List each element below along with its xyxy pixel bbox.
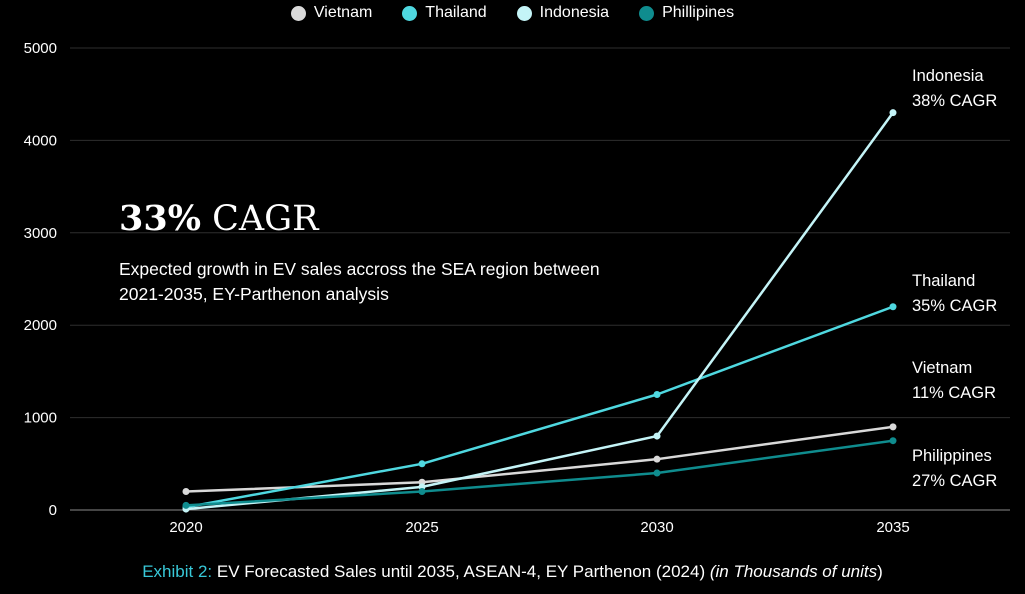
x-tick-label: 2030 <box>640 519 673 536</box>
series-vietnam <box>182 423 897 496</box>
series-line-indonesia <box>185 111 895 511</box>
data-point-thailand[interactable] <box>418 460 426 468</box>
series-line-vietnam <box>185 425 894 493</box>
series-thailand <box>182 303 897 511</box>
y-tick-label: 3000 <box>24 225 57 242</box>
data-point-vietnam[interactable] <box>653 455 661 463</box>
caption-exhibit: Exhibit 2: <box>142 562 213 581</box>
series-indonesia <box>182 109 897 513</box>
data-point-vietnam[interactable] <box>182 488 190 496</box>
y-tick-label: 0 <box>49 502 57 519</box>
legend: Vietnam Thailand Indonesia Phillipines <box>0 4 1025 22</box>
legend-dot-thailand <box>402 5 418 21</box>
caption-close: ) <box>877 562 883 581</box>
data-point-indonesia[interactable] <box>653 432 661 440</box>
data-point-phillipines[interactable] <box>653 469 661 477</box>
subtitle: Expected growth in EV sales accross the … <box>119 259 600 304</box>
legend-item-indonesia[interactable]: Indonesia <box>516 4 610 22</box>
headline-rest: CAGR <box>200 199 319 239</box>
headline: 33% CAGR <box>119 198 318 239</box>
caption: Exhibit 2: EV Forecasted Sales until 203… <box>0 562 1025 582</box>
data-point-phillipines[interactable] <box>418 488 426 496</box>
series-line-thailand <box>185 305 894 509</box>
legend-item-vietnam[interactable]: Vietnam <box>290 4 373 22</box>
end-label-cagr: 38% CAGR <box>912 92 998 110</box>
legend-dot-indonesia <box>516 5 532 21</box>
x-tick-label: 2025 <box>405 519 438 536</box>
legend-label-indonesia: Indonesia <box>539 4 610 21</box>
y-tick-label: 4000 <box>24 132 57 149</box>
legend-label-thailand: Thailand <box>425 4 487 21</box>
data-point-vietnam[interactable] <box>889 423 897 431</box>
legend-label-phillipines: Phillipines <box>662 4 735 21</box>
headline-percent: 33% <box>119 198 201 239</box>
y-axis-ticks: 0 1000 2000 3000 4000 5000 <box>24 40 57 519</box>
legend-item-thailand[interactable]: Thailand <box>402 4 487 22</box>
caption-unit: (in Thousands of units <box>709 562 878 581</box>
y-tick-label: 5000 <box>24 40 57 57</box>
end-label-indonesia: Indonesia 38% CAGR <box>912 64 997 114</box>
end-label-name: Indonesia <box>912 67 984 85</box>
x-tick-label: 2035 <box>876 519 909 536</box>
end-label-name: Vietnam <box>912 359 973 377</box>
end-label-cagr: 27% CAGR <box>912 472 998 490</box>
end-label-thailand: Thailand 35% CAGR <box>912 269 997 319</box>
x-tick-label: 2020 <box>169 519 202 536</box>
caption-text: EV Forecasted Sales until 2035, ASEAN-4,… <box>212 562 710 581</box>
end-label-cagr: 11% CAGR <box>912 384 997 402</box>
data-point-thailand[interactable] <box>653 391 661 398</box>
data-point-indonesia[interactable] <box>889 109 897 117</box>
legend-label-vietnam: Vietnam <box>313 4 373 21</box>
end-label-philippines: Philippines 27% CAGR <box>912 444 997 494</box>
y-tick-label: 1000 <box>24 410 57 427</box>
legend-item-phillipines[interactable]: Phillipines <box>639 4 734 22</box>
series-line-phillipines <box>185 439 894 507</box>
data-point-thailand[interactable] <box>889 303 897 311</box>
data-point-phillipines[interactable] <box>182 501 190 509</box>
legend-dot-phillipines <box>639 5 655 21</box>
grid-lines <box>70 47 1010 511</box>
x-axis-ticks: 2020 2025 2030 2035 <box>169 519 909 536</box>
series-phillipines <box>182 437 897 509</box>
data-point-phillipines[interactable] <box>889 437 897 445</box>
legend-dot-vietnam <box>290 5 306 21</box>
y-tick-label: 2000 <box>24 317 57 334</box>
end-label-cagr: 35% CAGR <box>912 297 998 315</box>
series-layer <box>182 109 897 513</box>
end-label-name: Thailand <box>912 272 976 290</box>
end-label-vietnam: Vietnam 11% CAGR <box>912 356 996 406</box>
end-label-name: Philippines <box>912 447 992 465</box>
